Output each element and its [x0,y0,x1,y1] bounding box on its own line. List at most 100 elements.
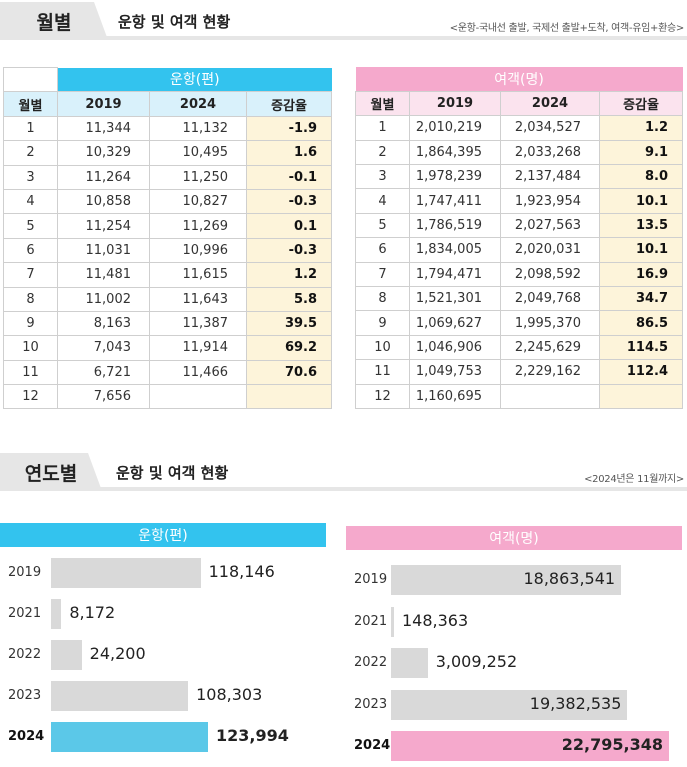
bar [391,606,394,637]
category-label: 2024 [8,729,45,744]
category-label: 2019 [8,565,42,580]
table-row: 3 11,264 11,250 -0.1 [3,164,333,190]
month-cell: 4 [355,188,410,214]
table-row: 5 1,786,519 2,027,563 13.5 [355,212,684,239]
table-row: 1 2,010,219 2,034,527 1.2 [355,115,684,141]
value-2019-cell: 11,031 [57,237,150,264]
col-header-2024: 2024 [149,91,247,117]
table-row: 10 1,046,906 2,245,629 114.5 [355,334,684,361]
bar-value-label: 3,009,252 [435,652,518,671]
value-2019-cell: 1,786,519 [409,212,501,239]
month-cell: 1 [355,115,410,141]
table-row: 2 1,864,395 2,033,268 9.1 [355,139,684,166]
month-cell: 7 [3,262,58,288]
month-cell: 6 [355,237,410,263]
month-cell: 9 [355,310,410,336]
value-2019-cell: 11,002 [57,286,150,312]
bar-value-label: 19,382,535 [529,693,622,713]
bar [391,648,428,678]
table-row: 3 1,978,239 2,137,484 8.0 [355,164,684,190]
bar [391,689,628,720]
month-cell: 5 [355,212,410,239]
bar-value-label: 148,363 [402,610,469,630]
month-cell: 4 [3,188,58,215]
section-divider [0,36,687,40]
bar [51,558,201,588]
category-label: 2019 [354,572,388,587]
bar-value-label: 22,795,348 [561,735,663,754]
flights-column-headers: 월별 2019 2024 증감율 [3,91,333,117]
bar-value-label: 123,994 [216,726,289,745]
col-header-rate: 증감율 [245,91,333,117]
table-row: 8 11,002 11,643 5.8 [3,286,333,312]
col-header-2024: 2024 [500,90,600,117]
rate-cell: 114.5 [598,334,684,361]
month-cell: 9 [3,310,58,337]
rate-cell: 1.2 [245,262,333,288]
value-2024-cell: 11,643 [149,286,247,312]
monthly-tab: 월별 [0,2,108,40]
table-row: 10 7,043 11,914 69.2 [3,335,333,361]
rate-cell: -0.3 [245,237,333,264]
table-row: 7 11,481 11,615 1.2 [3,262,333,288]
rate-cell: 69.2 [245,335,333,361]
value-2019-cell: 1,978,239 [409,164,501,190]
category-label: 2023 [8,688,42,703]
value-2024-cell: 11,250 [149,164,247,190]
value-2024-cell: 11,914 [149,335,247,361]
table-row: 8 1,521,301 2,049,768 34.7 [355,286,684,312]
rate-cell: 86.5 [598,310,684,336]
bar [391,565,622,595]
table-row: 12 1,160,695 [355,383,684,409]
yearly-section-header: 연도별 운항 및 여객 현황 <2024년은 11월까지> [0,453,687,491]
table-row: 2 10,329 10,495 1.6 [3,140,333,166]
passengers-group-header: 여객(명) [355,67,683,92]
bar [51,681,189,711]
month-cell: 12 [355,383,410,409]
value-2019-cell: 1,747,411 [409,188,501,214]
category-label: 2024 [354,738,391,753]
table-row: 6 11,031 10,996 -0.3 [3,237,333,264]
table-row: 7 1,794,471 2,098,592 16.9 [355,261,684,288]
value-2024-cell: 2,137,484 [500,164,600,190]
month-cell: 11 [3,359,58,386]
bar-value-label: 24,200 [89,644,146,663]
table-row: 11 6,721 11,466 70.6 [3,359,333,386]
month-cell: 8 [3,286,58,312]
month-cell: 10 [3,335,58,361]
month-cell: 8 [355,286,410,312]
rate-cell: 39.5 [245,310,333,337]
category-label: 2023 [354,696,388,712]
value-2019-cell: 2,010,219 [409,115,501,141]
rate-cell: -0.1 [245,164,333,190]
col-header-2019: 2019 [409,90,501,117]
table-row: 5 11,254 11,269 0.1 [3,213,333,239]
value-2024-cell: 1,995,370 [500,310,600,336]
monthly-section-note: <운항-국내선 출발, 국제선 출발+도착, 여객-유임+환승> [449,23,685,34]
rate-cell: 9.1 [598,139,684,166]
category-label: 2022 [8,647,42,662]
rate-cell: 70.6 [245,359,333,386]
category-label: 2021 [8,606,42,621]
value-2019-cell: 1,521,301 [409,286,501,312]
value-2024-cell: 10,495 [149,140,247,166]
bar-value-label: 18,863,541 [523,569,616,588]
passengers-column-headers: 월별 2019 2024 증감율 [355,90,684,117]
rate-cell [245,384,333,410]
month-cell: 3 [355,164,410,190]
value-2019-cell: 1,160,695 [409,383,501,409]
value-2019-cell: 1,049,753 [409,359,501,385]
value-2019-cell: 11,344 [57,115,150,142]
rate-cell: 0.1 [245,213,333,239]
month-cell: 7 [355,261,410,288]
value-2024-cell [500,383,600,409]
value-2019-cell: 1,794,471 [409,261,501,288]
bar-value-label: 108,303 [196,685,263,704]
rate-cell: 112.4 [598,359,684,385]
bar-value-label: 118,146 [208,562,275,581]
yearly-section-note: <2024년은 11월까지> [584,474,684,485]
value-2024-cell: 2,020,031 [500,237,600,263]
month-cell: 12 [3,384,58,410]
table-row: 4 10,858 10,827 -0.3 [3,188,333,215]
col-header-rate: 증감율 [598,90,684,117]
